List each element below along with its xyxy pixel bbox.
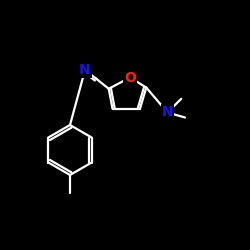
Text: N: N (162, 106, 173, 120)
Text: N: N (79, 63, 91, 77)
Text: O: O (124, 70, 136, 85)
